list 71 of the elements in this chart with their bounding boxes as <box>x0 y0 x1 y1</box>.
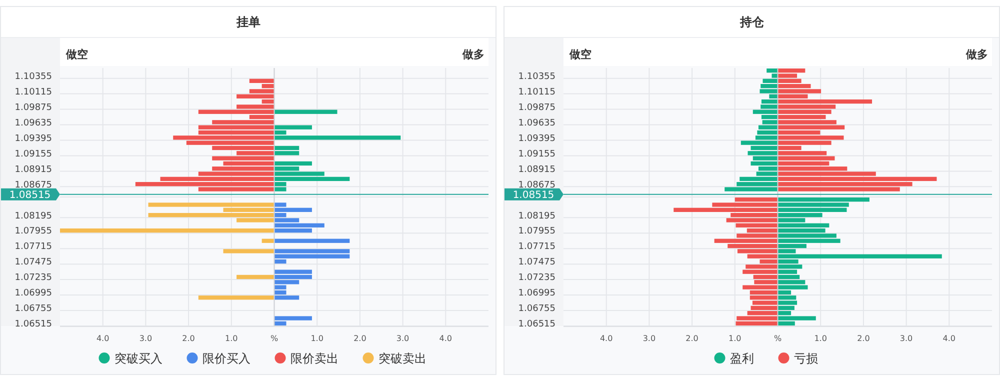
bar <box>60 228 274 233</box>
legend-label: 盈利 <box>730 352 754 366</box>
text: 做空 <box>568 48 592 61</box>
x-tick-label: 1.0 <box>814 334 827 343</box>
y-tick-label: 1.06515 <box>14 320 52 330</box>
chart-title: 挂单 <box>235 15 260 29</box>
y-tick-label: 1.09875 <box>14 102 52 113</box>
x-tick-label: 3.0 <box>396 334 410 343</box>
bar <box>236 274 274 280</box>
y-tick-label: 1.07955 <box>14 226 52 237</box>
legend-label: 突破卖出 <box>378 352 426 366</box>
bar <box>223 249 274 254</box>
x-tick-label: 3.0 <box>642 334 656 343</box>
x-tick-label: % <box>774 334 782 343</box>
x-tick-label: 1.0 <box>310 334 324 343</box>
x-tick-label: 4.0 <box>600 334 613 343</box>
bar <box>274 238 350 243</box>
y-tick-label: 1.09155 <box>518 149 556 160</box>
legend-label: 限价买入 <box>202 352 250 366</box>
y-tick-label: 1.08675 <box>14 180 52 190</box>
y-tick-label: 1.09155 <box>14 149 52 160</box>
y-tick-label: 1.08915 <box>518 164 556 175</box>
bar <box>198 296 274 300</box>
y-tick-label: 1.06515 <box>518 320 556 330</box>
y-tick-label: 1.07475 <box>14 258 52 268</box>
y-tick-label: 1.07955 <box>518 226 556 237</box>
legend-label: 突破买入 <box>114 352 162 366</box>
y-tick-label: 1.10355 <box>518 72 556 82</box>
x-tick-label: 2.0 <box>857 334 870 343</box>
x-tick-label: 1.0 <box>225 334 238 343</box>
y-tick-label: 1.09395 <box>518 134 556 144</box>
x-tick-label: 2.0 <box>354 334 366 343</box>
legend-label: 限价卖出 <box>290 352 338 366</box>
bar <box>274 110 338 114</box>
y-tick-label: 1.08195 <box>518 211 556 222</box>
y-tick-label: 1.09635 <box>518 118 556 128</box>
x-tick-label: 4.0 <box>96 334 110 343</box>
text: 做多 <box>965 48 988 61</box>
y-tick-label: 1.09875 <box>518 102 556 113</box>
chart-title: 持仓 <box>738 15 765 29</box>
x-tick-label: 4.0 <box>942 334 956 343</box>
bar <box>262 238 274 243</box>
y-tick-label: 1.08675 <box>518 180 556 190</box>
text: 做多 <box>462 48 484 61</box>
x-tick-label: 3.0 <box>139 334 152 343</box>
legend-label: 亏损 <box>794 352 818 366</box>
x-tick-label: 1.0 <box>728 334 742 343</box>
x-tick-label: 2.0 <box>182 334 195 343</box>
x-tick-label: 2.0 <box>686 334 698 343</box>
y-tick-label: 1.08195 <box>14 211 52 222</box>
y-tick-label: 1.08515 <box>9 190 51 201</box>
x-tick-label: 4.0 <box>439 334 452 343</box>
y-tick-label: 1.07475 <box>518 258 556 268</box>
y-tick-label: 1.07235 <box>14 273 52 284</box>
y-tick-label: 1.06755 <box>14 304 52 314</box>
y-tick-label: 1.08515 <box>512 190 554 201</box>
y-tick-label: 1.10355 <box>14 72 52 82</box>
y-tick-label: 1.06995 <box>14 288 52 299</box>
y-tick-label: 1.07715 <box>518 242 556 252</box>
y-tick-label: 1.09395 <box>14 134 52 144</box>
x-tick-label: % <box>270 334 278 343</box>
y-tick-label: 1.08915 <box>14 164 52 175</box>
y-tick-label: 1.10115 <box>14 87 52 98</box>
y-tick-label: 1.07715 <box>14 242 52 252</box>
y-tick-label: 1.06995 <box>518 288 556 299</box>
y-tick-label: 1.10115 <box>518 87 556 98</box>
y-tick-label: 1.06755 <box>518 304 556 314</box>
text: 做空 <box>65 48 88 61</box>
x-tick-label: 3.0 <box>900 334 913 343</box>
y-tick-label: 1.09635 <box>14 118 52 128</box>
y-tick-label: 1.07235 <box>518 273 556 284</box>
